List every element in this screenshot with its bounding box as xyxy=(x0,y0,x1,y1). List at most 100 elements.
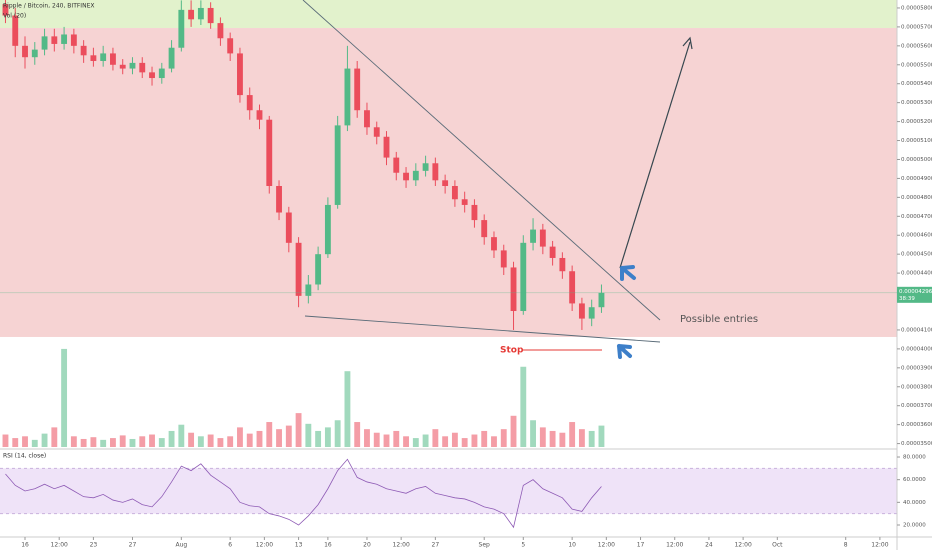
entry-arrow xyxy=(620,265,636,281)
projection-arrow xyxy=(619,41,691,269)
x-tick-label: Sep xyxy=(479,542,491,549)
candle-body xyxy=(578,303,585,319)
price-zone xyxy=(0,0,897,29)
y-tick-label: 0.0000530000 xyxy=(901,100,932,106)
volume-bar xyxy=(481,430,488,447)
volume-bar xyxy=(354,422,361,447)
candle-body xyxy=(510,267,517,312)
candle-body xyxy=(432,163,439,181)
candle-body xyxy=(129,62,136,69)
x-tick-label: 8 xyxy=(844,542,848,549)
candle-body xyxy=(364,110,370,128)
volume-bar xyxy=(227,436,234,447)
candle-body xyxy=(471,204,478,221)
volume-bar xyxy=(344,371,351,447)
candle-body xyxy=(149,72,155,79)
y-tick-label: 20.0000 xyxy=(903,522,926,528)
y-tick-label: 0.0000580000 xyxy=(901,5,932,11)
candle-body xyxy=(344,68,351,126)
candle-body xyxy=(393,157,400,173)
candle-body xyxy=(403,172,409,181)
candle-body xyxy=(100,53,107,61)
volume-bar xyxy=(41,433,48,447)
candle-body xyxy=(520,242,527,312)
y-tick-label: 0.0000560000 xyxy=(901,43,932,49)
y-tick-label: 0.0000390000 xyxy=(901,365,932,371)
candle-body xyxy=(197,7,204,20)
candle-body xyxy=(559,257,566,272)
candle-body xyxy=(237,53,243,96)
volume-bar xyxy=(559,432,566,447)
volume-bar xyxy=(403,436,409,447)
y-tick-label: 0.0000540000 xyxy=(901,81,932,87)
y-tick-label: 0.0000360000 xyxy=(901,422,932,428)
candle-body xyxy=(598,292,605,308)
volume-bar xyxy=(119,435,126,447)
rsi-pane xyxy=(0,458,897,529)
projection-arrowhead xyxy=(682,36,693,50)
volume-bar xyxy=(334,420,341,447)
candle-body xyxy=(12,15,19,46)
candle-body xyxy=(539,229,546,247)
x-tick-label: 12:00 xyxy=(666,542,683,549)
volume-bar xyxy=(432,429,439,447)
x-tick-label: 16 xyxy=(21,542,29,549)
x-tick-label: Aug xyxy=(175,542,187,549)
candle-body xyxy=(549,246,556,258)
y-tick-label: 0.0000490000 xyxy=(901,176,932,182)
candle-body xyxy=(70,34,77,46)
candle-body xyxy=(285,212,292,243)
candle-body xyxy=(383,136,390,158)
candle-body xyxy=(80,45,87,56)
volume-bar xyxy=(256,430,263,447)
last-price-label: 0.000042960 xyxy=(899,289,932,295)
volume-bar xyxy=(61,348,68,447)
zones xyxy=(0,0,897,337)
candle-body xyxy=(158,68,165,79)
volume-bar xyxy=(276,429,282,447)
candles xyxy=(2,0,605,330)
y-tick-label: 0.0000440000 xyxy=(901,271,932,277)
x-tick-label: 20 xyxy=(363,542,371,549)
volume-label: Vol (20) xyxy=(3,13,26,20)
y-tick-label: 0.0000470000 xyxy=(901,214,932,220)
x-tick-label: 24 xyxy=(705,542,713,549)
candle-body xyxy=(227,38,234,54)
volume-bar xyxy=(412,438,419,447)
volume-bar xyxy=(393,430,400,447)
volume-bar xyxy=(500,429,507,447)
x-tick-label: 23 xyxy=(90,542,98,549)
candle-body xyxy=(354,68,361,111)
volume-bar xyxy=(598,425,605,447)
candle-body xyxy=(61,34,68,44)
x-tick-label: 5 xyxy=(521,542,525,549)
y-tick-label: 0.0000550000 xyxy=(901,62,932,68)
candle-body xyxy=(569,271,576,304)
annotation: Possible entries xyxy=(680,314,758,325)
candle-body xyxy=(295,242,302,296)
x-tick-label: 12:00 xyxy=(51,542,68,549)
rsi-line xyxy=(5,458,602,529)
x-tick-label: 12:00 xyxy=(734,542,751,549)
symbol-title: Ripple / Bitcoin, 240, BITFINEX xyxy=(3,3,94,10)
y-tick-label: 0.0000370000 xyxy=(901,403,932,409)
y-tick-label: 0.0000400000 xyxy=(901,346,932,352)
volume-pane xyxy=(2,348,605,447)
candle-body xyxy=(51,36,58,44)
x-tick-label: 27 xyxy=(432,542,440,549)
volume-bar xyxy=(22,436,28,447)
volume-bar xyxy=(539,427,546,447)
axes: 0.0000580000 0.0000570000 0.0000560000 0.00… xyxy=(0,5,932,549)
volume-bar xyxy=(178,424,185,447)
x-tick-label: 16 xyxy=(324,542,332,549)
volume-bar xyxy=(188,432,195,447)
volume-bar xyxy=(324,427,331,447)
candle-body xyxy=(31,49,38,58)
volume-bar xyxy=(70,436,77,447)
volume-bar xyxy=(31,439,38,447)
rsi-band xyxy=(0,468,897,514)
volume-bar xyxy=(285,425,292,447)
candle-body xyxy=(491,237,497,251)
volume-bar xyxy=(491,436,497,447)
candle-body xyxy=(451,185,458,200)
